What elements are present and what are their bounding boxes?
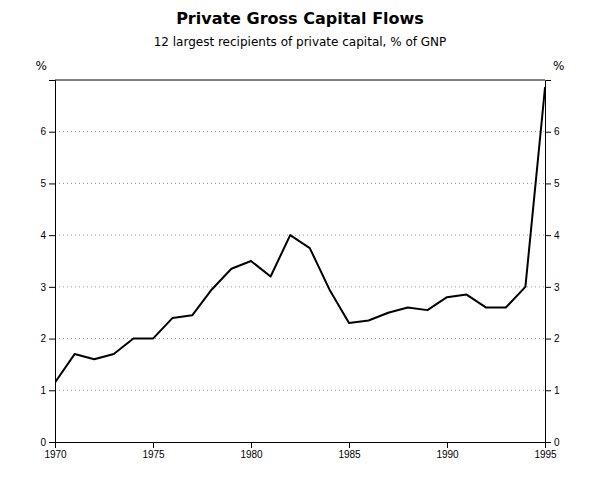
tick-label: 5 [554, 178, 560, 189]
tick-label: 1985 [338, 449, 361, 460]
tick: 6 [545, 126, 560, 137]
marks [55, 88, 545, 383]
tick: 5 [40, 178, 55, 189]
y2-axis: 0 1 2 3 4 5 6 [545, 81, 560, 448]
tick-label: 4 [40, 230, 46, 241]
tick-label: 4 [554, 230, 560, 241]
tick-mark [49, 235, 55, 236]
tick: 2 [545, 333, 560, 344]
grid-line [55, 131, 545, 132]
axis-domain [56, 443, 546, 449]
tick-label: 1 [554, 385, 560, 396]
tick-label: 3 [40, 282, 46, 293]
tick-mark [545, 132, 551, 133]
y-axis: 0 1 2 3 4 5 6 [40, 81, 55, 448]
tick: 1990 [436, 442, 459, 460]
grid-line [55, 286, 545, 287]
tick: 4 [40, 230, 55, 241]
tick-label: 1980 [240, 449, 263, 460]
tick: 6 [40, 126, 55, 137]
tick-label: 2 [554, 333, 560, 344]
frame [55, 80, 545, 81]
tick-mark [49, 339, 55, 340]
tick-mark [251, 442, 252, 448]
axis-domain [546, 81, 552, 443]
tick: 1 [545, 385, 560, 396]
tick: 1 [40, 385, 55, 396]
tick-mark [49, 183, 55, 184]
tick-mark [545, 235, 551, 236]
tick-label: 3 [554, 282, 560, 293]
grid-line [55, 183, 545, 184]
tick-mark [153, 442, 154, 448]
tick-label: 6 [40, 126, 46, 137]
tick: 1970 [44, 442, 67, 460]
tick-label: 0 [40, 437, 46, 448]
tick-label: 2 [40, 333, 46, 344]
tick-mark [49, 287, 55, 288]
subtitle: 12 largest recipients of private capital… [154, 35, 447, 49]
tick: 0 [545, 437, 560, 448]
tick: 1985 [338, 442, 361, 460]
tick: 1980 [240, 442, 263, 460]
tick-label: 1990 [436, 449, 459, 460]
tick-mark [49, 442, 55, 443]
tick: 1975 [142, 442, 165, 460]
tick: 3 [545, 282, 560, 293]
tick-label: 1975 [142, 449, 165, 460]
y2-axis-label: % [553, 59, 564, 73]
tick: 5 [545, 178, 560, 189]
grid [55, 132, 545, 391]
grid-line [55, 338, 545, 339]
axis-domain [49, 81, 56, 443]
tick: 0 [40, 437, 55, 448]
y-axis-label: % [36, 59, 47, 73]
line [55, 88, 545, 383]
grid-line [55, 235, 545, 236]
tick-mark [447, 442, 448, 448]
tick-label: 6 [554, 126, 560, 137]
tick-mark [349, 442, 350, 448]
tick: 4 [545, 230, 560, 241]
tick-mark [545, 183, 551, 184]
tick-mark [545, 442, 551, 443]
tick-mark [545, 390, 551, 391]
tick-label: 0 [554, 437, 560, 448]
tick-label: 1995 [534, 449, 557, 460]
tick: 3 [40, 282, 55, 293]
chart: Private Gross Capital Flows 12 largest re… [0, 0, 600, 482]
tick-mark [545, 287, 551, 288]
tick: 2 [40, 333, 55, 344]
title: Private Gross Capital Flows [176, 9, 424, 28]
tick-label: 1970 [44, 449, 67, 460]
tick-label: 1 [40, 385, 46, 396]
tick-label: 5 [40, 178, 46, 189]
tick-mark [545, 339, 551, 340]
x-axis: 1970 1975 1980 1985 1990 1995 [44, 442, 557, 460]
tick-mark [49, 390, 55, 391]
tick-mark [49, 132, 55, 133]
plot: 19701975198019851990199501234560123456%% [36, 59, 565, 460]
grid-line [55, 390, 545, 391]
